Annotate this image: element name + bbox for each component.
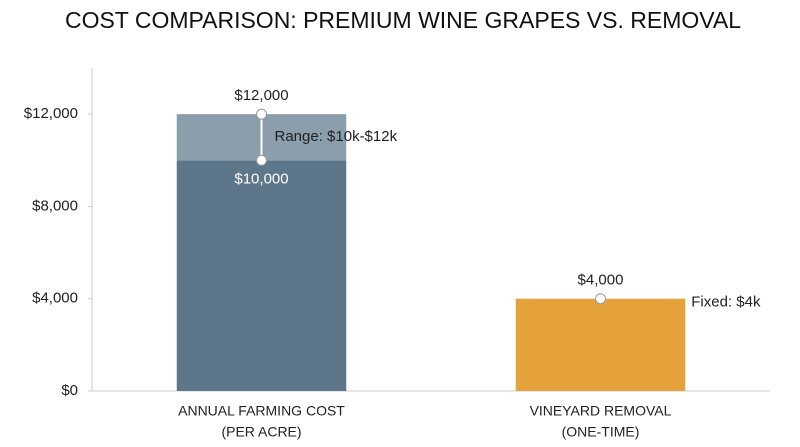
low-point (256, 154, 267, 166)
value-label: $4,000 (578, 272, 624, 289)
y-tick-label: $12,000 (24, 105, 78, 122)
value-point (595, 293, 606, 305)
bar (176, 160, 347, 391)
y-tick-label: $8,000 (32, 197, 78, 214)
value-label: $12,000 (234, 87, 288, 104)
y-tick-label: $0 (61, 382, 78, 399)
x-tick-label: (ONE-TIME) (562, 424, 640, 440)
annotation: Fixed: $4k (691, 294, 761, 311)
annotation: Range: $10k-$12k (275, 128, 398, 145)
x-tick-label: ANNUAL FARMING COST (178, 403, 345, 419)
y-tick-label: $4,000 (32, 290, 78, 307)
chart-title: COST COMPARISON: PREMIUM WINE GRAPES VS.… (65, 7, 741, 33)
high-point (256, 108, 267, 120)
x-tick-label: (PER ACRE) (221, 424, 301, 440)
bar (515, 298, 686, 391)
x-tick-label: VINEYARD REMOVAL (530, 403, 672, 419)
low-value-label: $10,000 (234, 170, 288, 187)
